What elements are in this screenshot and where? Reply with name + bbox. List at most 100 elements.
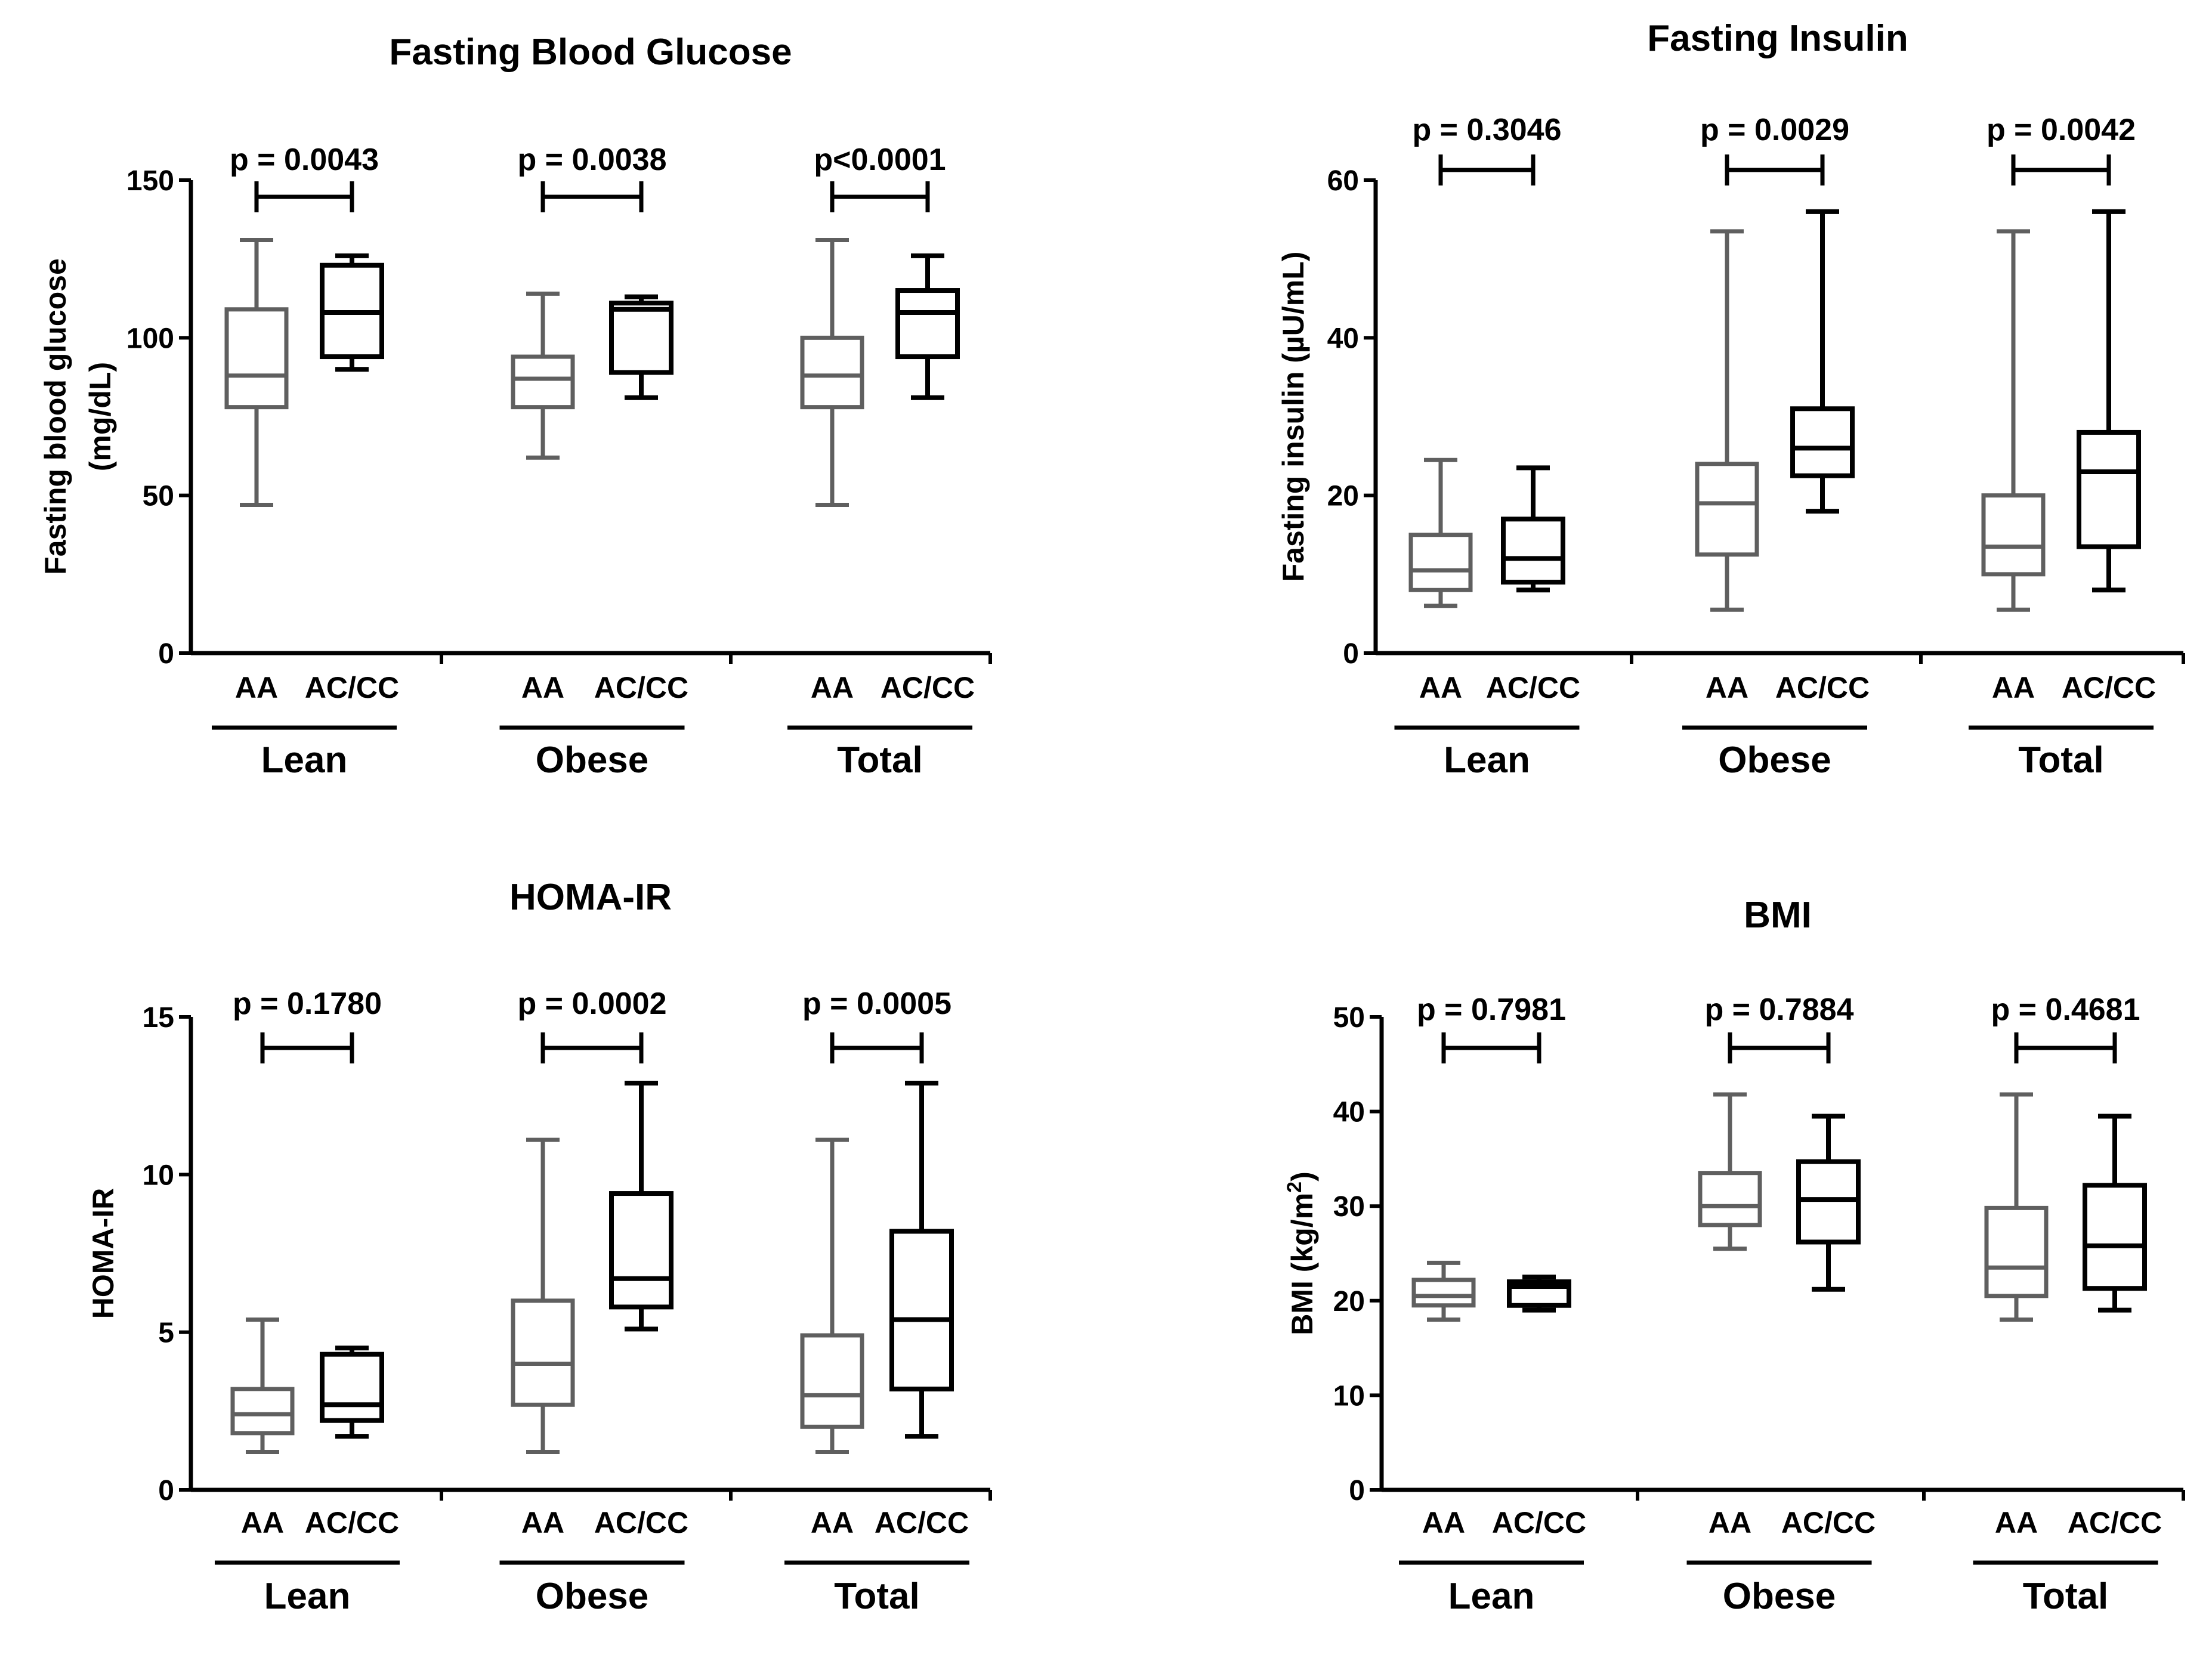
box-aa — [1695, 229, 1759, 612]
box-aa — [230, 1318, 295, 1455]
p-value: p = 0.4681 — [1991, 992, 2140, 1027]
category-label: AA — [1709, 1506, 1751, 1539]
y-axis-label: HOMA-IR — [86, 1188, 120, 1319]
box-ac-cc — [1790, 209, 1855, 514]
category-label: AC/CC — [2062, 671, 2156, 704]
box-iqr — [1411, 1278, 1476, 1308]
group-obese: AA AC/CC p = 0.0002 Obese — [499, 986, 688, 1617]
box-iqr — [895, 288, 960, 360]
y-axis-label-unit: (mg/dL) — [84, 362, 117, 471]
category-label: AA — [1995, 1506, 2038, 1539]
category-label: AC/CC — [1486, 671, 1580, 704]
y-axis-label-end: ) — [1286, 1171, 1319, 1182]
p-value: p = 0.7981 — [1417, 992, 1566, 1027]
box-iqr — [2083, 1183, 2147, 1291]
group-total: AA AC/CC p = 0.0042 Total — [1969, 113, 2156, 781]
chart-title: BMI — [1744, 895, 1812, 936]
group-label: Lean — [1444, 740, 1530, 781]
y-tick-label: 50 — [143, 481, 174, 512]
chart-panel-3: HOMA-IR HOMA-IR 0 5 10 15 AA AC/CC p = 0.1780 Lea… — [86, 877, 992, 1617]
box-aa — [511, 291, 575, 460]
box-iqr — [320, 1352, 384, 1423]
box-iqr — [224, 307, 289, 410]
category-label: AA — [1992, 671, 2035, 704]
box-iqr — [511, 1298, 575, 1407]
box-iqr — [2077, 429, 2141, 549]
p-value: p = 0.1780 — [233, 986, 382, 1021]
box-iqr — [1698, 1171, 1762, 1227]
chart-title: Fasting Blood Glucose — [389, 32, 792, 73]
p-value: p = 0.0029 — [1700, 113, 1849, 147]
p-value: p = 0.3046 — [1412, 113, 1561, 147]
y-tick-label: 40 — [1333, 1097, 1365, 1128]
y-tick-label: 15 — [143, 1002, 174, 1034]
box-aa — [1411, 1260, 1476, 1322]
box-ac-cc — [1507, 1275, 1571, 1313]
category-label: AC/CC — [875, 1506, 969, 1539]
category-label: AC/CC — [594, 1506, 688, 1539]
category-label: AC/CC — [881, 671, 975, 704]
box-ac-cc — [609, 294, 674, 400]
y-tick-label: 20 — [1327, 481, 1359, 512]
box-iqr — [1790, 406, 1855, 478]
chart-title: HOMA-IR — [509, 877, 672, 918]
box-aa — [224, 237, 289, 508]
category-label: AC/CC — [594, 671, 688, 704]
y-axis-label: BMI (kg/m2) — [1283, 1171, 1319, 1335]
y-tick-label: 50 — [1333, 1002, 1365, 1034]
group-label: Lean — [1448, 1576, 1535, 1617]
p-value: p = 0.0038 — [517, 143, 666, 177]
box-iqr — [800, 335, 864, 410]
group-label: Lean — [261, 740, 348, 781]
box-iqr — [889, 1229, 954, 1391]
y-tick-label: 20 — [1333, 1286, 1365, 1318]
category-label: AA — [1419, 671, 1462, 704]
group-label: Obese — [1723, 1576, 1836, 1617]
box-iqr — [1501, 517, 1565, 585]
y-axis-label-sup: 2 — [1283, 1182, 1306, 1193]
y-tick-label: 10 — [143, 1159, 174, 1191]
group-label: Total — [2018, 740, 2104, 781]
group-lean: AA AC/CC p = 0.0043 Lean — [212, 143, 399, 781]
p-value: p = 0.0043 — [230, 143, 379, 177]
box-aa — [1981, 229, 2046, 612]
box-aa — [800, 1137, 864, 1455]
y-tick-label: 10 — [1333, 1380, 1365, 1412]
box-iqr — [1981, 493, 2046, 577]
group-label: Total — [834, 1576, 920, 1617]
box-aa — [1984, 1092, 2049, 1322]
group-obese: AA AC/CC p = 0.7884 Obese — [1686, 992, 1876, 1617]
group-label: Total — [2023, 1576, 2109, 1617]
y-tick-label: 100 — [126, 323, 174, 354]
group-label: Obese — [536, 1576, 649, 1617]
category-label: AA — [235, 671, 278, 704]
category-label: AC/CC — [1781, 1506, 1876, 1539]
y-tick-label: 0 — [158, 1475, 174, 1507]
category-label: AC/CC — [305, 671, 399, 704]
p-value: p<0.0001 — [814, 143, 946, 177]
p-value: p = 0.0002 — [517, 986, 666, 1021]
group-obese: AA AC/CC p = 0.0029 Obese — [1682, 113, 1870, 781]
p-value: p = 0.7884 — [1704, 992, 1853, 1027]
group-total: AA AC/CC p<0.0001 Total — [787, 143, 975, 781]
group-label: Total — [837, 740, 923, 781]
category-label: AA — [521, 1506, 564, 1539]
box-ac-cc — [1501, 465, 1565, 593]
category-label: AA — [1422, 1506, 1465, 1539]
box-ac-cc — [1796, 1114, 1861, 1292]
chart-title: Fasting Insulin — [1647, 18, 1908, 59]
y-tick-label: 0 — [1343, 638, 1359, 670]
y-tick-label: 60 — [1327, 165, 1359, 197]
y-axis-label: Fasting blood glucose — [39, 258, 72, 575]
box-aa — [1408, 457, 1473, 608]
p-value: p = 0.0005 — [802, 986, 951, 1021]
box-iqr — [1408, 533, 1473, 592]
box-ac-cc — [895, 253, 960, 400]
box-iqr — [800, 1333, 864, 1429]
category-label: AC/CC — [305, 1506, 399, 1539]
y-axis-label: Fasting insulin (µU/mL) — [1277, 252, 1310, 582]
group-lean: AA AC/CC p = 0.3046 Lean — [1394, 113, 1580, 781]
box-aa — [1698, 1092, 1762, 1251]
group-lean: AA AC/CC p = 0.7981 Lean — [1399, 992, 1586, 1617]
y-tick-label: 5 — [158, 1318, 174, 1349]
